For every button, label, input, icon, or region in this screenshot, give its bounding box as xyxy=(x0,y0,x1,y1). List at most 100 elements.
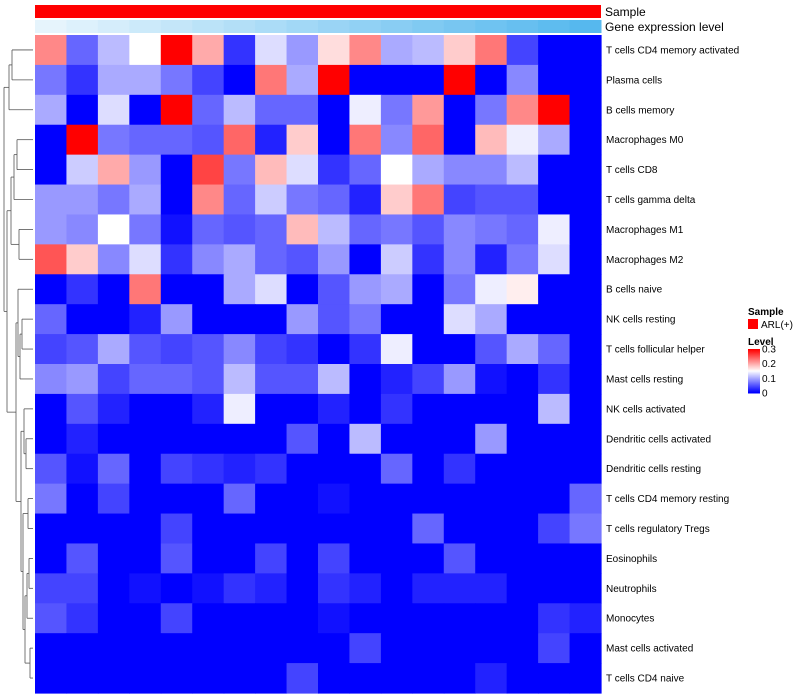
heatmap-cell xyxy=(538,334,571,365)
heatmap-cell xyxy=(223,35,256,66)
heatmap-cell xyxy=(160,184,193,216)
heatmap-cell xyxy=(318,543,351,574)
heatmap-cell xyxy=(443,483,476,515)
heatmap-cell xyxy=(506,304,539,335)
heatmap-cell xyxy=(318,513,351,545)
heatmap-cell xyxy=(129,94,162,126)
heatmap-cell xyxy=(349,393,382,425)
heatmap-cell xyxy=(223,513,256,545)
heatmap-cell xyxy=(223,64,256,96)
legend-color-step xyxy=(748,365,760,368)
heatmap-cell xyxy=(160,334,193,365)
heatmap-cell xyxy=(223,483,256,515)
heatmap-cell xyxy=(380,214,413,245)
heatmap-cell xyxy=(192,453,225,485)
heatmap-cell xyxy=(349,214,382,245)
heatmap-cell xyxy=(349,124,382,156)
heatmap-cell xyxy=(129,274,162,305)
heatmap-cell xyxy=(97,423,130,455)
heatmap-cell xyxy=(318,274,351,305)
heatmap-cell xyxy=(475,94,508,126)
heatmap-cell xyxy=(538,513,571,545)
legend-color-step xyxy=(748,385,760,387)
heatmap-cell xyxy=(160,244,193,275)
heatmap-cell xyxy=(255,124,288,156)
heatmap-cell xyxy=(349,184,382,216)
heatmap-cell xyxy=(318,423,351,455)
heatmap-cell xyxy=(506,184,539,216)
expression-annotation-cell xyxy=(569,20,602,33)
heatmap-cell xyxy=(160,663,193,694)
heatmap-cell xyxy=(412,304,445,335)
heatmap-cell xyxy=(192,64,225,96)
heatmap-cell xyxy=(286,154,319,186)
heatmap-cell xyxy=(97,124,130,156)
heatmap-cell xyxy=(443,35,476,66)
heatmap-cell xyxy=(129,663,162,694)
heatmap-cell xyxy=(66,184,99,216)
heatmap-cell xyxy=(223,603,256,634)
heatmap-cell xyxy=(569,304,602,335)
legend-level-tick: 0.3 xyxy=(762,345,776,356)
row-label: T cells CD4 memory resting xyxy=(606,494,729,505)
heatmap-cell xyxy=(475,483,508,515)
heatmap-cell xyxy=(412,124,445,156)
row-label: B cells naive xyxy=(606,285,663,296)
heatmap-cell xyxy=(538,154,571,186)
heatmap-cell xyxy=(255,64,288,96)
heatmap-cell xyxy=(35,304,68,335)
heatmap-cell xyxy=(286,304,319,335)
expression-annotation-cell xyxy=(286,20,319,33)
heatmap-cell xyxy=(192,633,225,664)
heatmap-cell xyxy=(538,453,571,485)
expression-annotation-cell xyxy=(380,20,413,33)
heatmap-cell xyxy=(349,423,382,455)
heatmap-cell xyxy=(66,244,99,275)
heatmap-cell xyxy=(506,513,539,545)
legend-color-step xyxy=(748,372,760,374)
legend-color-step xyxy=(748,351,760,353)
row-label: T cells CD4 memory activated xyxy=(606,45,739,56)
heatmap-cell xyxy=(412,244,445,275)
row-label: Plasma cells xyxy=(606,75,662,86)
expression-annotation-cell xyxy=(255,20,288,33)
legend-sample-title: Sample xyxy=(748,307,784,318)
heatmap-cell xyxy=(538,35,571,66)
heatmap-cell xyxy=(538,364,571,395)
heatmap-cell xyxy=(255,274,288,305)
legend-color-step xyxy=(748,382,760,384)
heatmap-cell xyxy=(318,663,351,694)
row-dendrogram xyxy=(3,49,33,679)
heatmap-cell xyxy=(412,154,445,186)
heatmap-cell xyxy=(160,364,193,395)
heatmap-cell xyxy=(569,64,602,96)
legend-color-step xyxy=(748,390,760,393)
sample-annotation-bar xyxy=(35,5,601,18)
legend-color-step xyxy=(748,375,760,377)
heatmap-cell xyxy=(475,304,508,335)
heatmap-cell xyxy=(538,393,571,425)
heatmap-cell xyxy=(255,393,288,425)
heatmap-cell xyxy=(349,304,382,335)
heatmap-cell xyxy=(97,184,130,216)
heatmap-cell xyxy=(538,304,571,335)
heatmap-cell xyxy=(506,423,539,455)
heatmap-cell xyxy=(160,633,193,664)
heatmap-cell xyxy=(160,214,193,245)
heatmap-cell xyxy=(475,154,508,186)
heatmap-cell xyxy=(475,364,508,395)
heatmap-cell xyxy=(569,423,602,455)
heatmap-cell xyxy=(538,94,571,126)
expression-annotation-cell xyxy=(160,20,193,33)
heatmap-cell xyxy=(318,603,351,634)
heatmap-cell xyxy=(443,274,476,305)
heatmap-cell xyxy=(97,513,130,545)
heatmap-cell xyxy=(380,513,413,545)
heatmap-cell xyxy=(569,453,602,485)
heatmap-cell xyxy=(192,184,225,216)
heatmap-cell xyxy=(160,64,193,96)
heatmap-cell xyxy=(318,35,351,66)
heatmap-cell xyxy=(349,543,382,574)
heatmap-cell xyxy=(349,663,382,694)
heatmap-cell xyxy=(412,184,445,216)
